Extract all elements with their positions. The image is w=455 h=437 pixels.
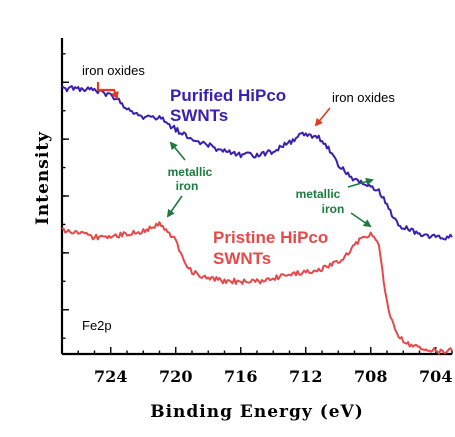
x-tick-label-724: 724	[94, 367, 127, 386]
arrow-metallic-iron-left-up	[169, 141, 186, 161]
x-tick-label-712: 712	[289, 367, 322, 386]
arrow-metallic-iron-right-down	[350, 212, 372, 228]
y-axis-title: Intensity	[33, 131, 53, 225]
label-pristine-swnts: SWNTs	[213, 249, 271, 268]
arrow-iron-oxides-left	[96, 82, 119, 100]
series-line-pristine	[61, 221, 453, 355]
series-line-purified	[61, 85, 453, 241]
annotation-iron-oxides-left: iron oxides	[82, 63, 145, 78]
x-tick-label-716: 716	[224, 367, 257, 386]
annotation-iron-oxides-right: iron oxides	[332, 90, 395, 105]
label-purified-hipco: Purified HiPco	[170, 86, 286, 105]
x-axis-title: Binding Energy (eV)	[150, 402, 364, 422]
x-tick-label-704: 704	[419, 367, 452, 386]
label-purified-swnts: SWNTs	[170, 106, 228, 125]
panel-label: Fe2p	[82, 318, 112, 333]
label-pristine-hipco: Pristine HiPco	[213, 228, 328, 247]
annotation-metallic-iron-left-2: iron	[176, 179, 199, 193]
arrow-metallic-iron-left-down	[166, 195, 183, 218]
x-tick-label-720: 720	[159, 367, 192, 386]
y-ticks	[62, 53, 69, 339]
arrow-iron-oxides-right	[314, 107, 331, 127]
x-ticks: 724 720 716 712 708 704	[61, 347, 453, 386]
annotation-metallic-iron-left-1: metallic	[168, 165, 213, 179]
x-tick-label-708: 708	[354, 367, 387, 386]
annotation-metallic-iron-right-2: iron	[322, 202, 345, 216]
series-layer	[61, 85, 453, 355]
arrow-metallic-iron-right-up	[347, 177, 374, 188]
annotation-metallic-iron-right-1: metallic	[296, 187, 341, 201]
